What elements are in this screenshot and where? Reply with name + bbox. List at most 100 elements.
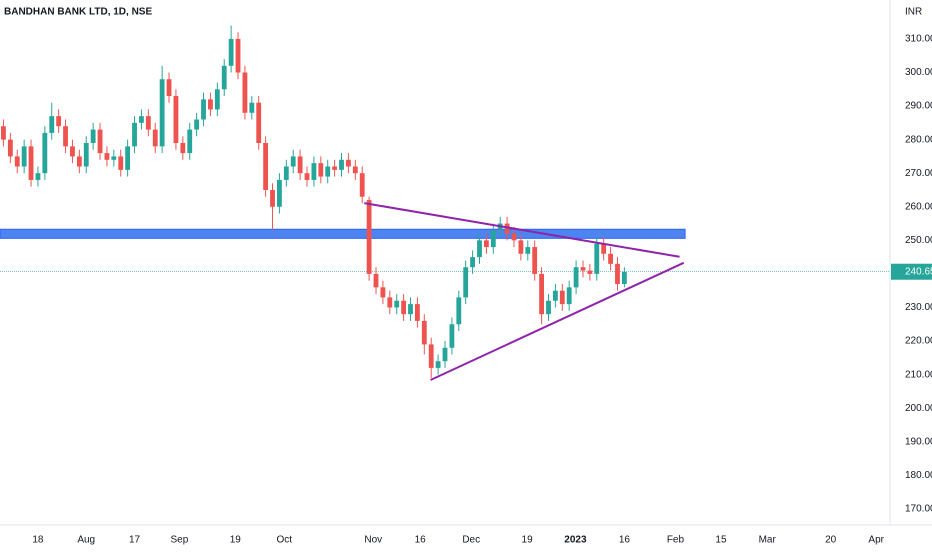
candle-body bbox=[297, 156, 303, 174]
candle-body bbox=[111, 156, 117, 160]
candle-body bbox=[490, 230, 496, 248]
candle-body bbox=[504, 223, 510, 234]
candle-body bbox=[463, 267, 469, 298]
candle-body bbox=[208, 99, 213, 110]
candle-body bbox=[70, 146, 75, 157]
candle-body bbox=[518, 240, 524, 254]
y-tick-label: 200.00 bbox=[905, 403, 932, 414]
candle-body bbox=[132, 122, 137, 147]
candle-body bbox=[414, 304, 420, 321]
x-tick-label: Feb bbox=[667, 535, 685, 546]
y-tick-label: 230.00 bbox=[905, 302, 932, 313]
candle-body bbox=[139, 116, 144, 123]
candle-body bbox=[573, 267, 579, 288]
candle-body bbox=[345, 159, 351, 167]
candle-body bbox=[601, 243, 607, 254]
x-tick-label: Apr bbox=[868, 535, 884, 546]
candle-body bbox=[83, 142, 89, 167]
currency-label: INR bbox=[905, 7, 922, 18]
y-tick-label: 210.00 bbox=[905, 369, 932, 380]
candle-body bbox=[42, 132, 48, 174]
candle-body bbox=[566, 287, 572, 305]
y-tick-label: 310.00 bbox=[905, 34, 932, 45]
candle-body bbox=[201, 99, 206, 120]
candle-body bbox=[118, 156, 124, 170]
candle-body bbox=[304, 173, 310, 180]
candle-body bbox=[145, 116, 151, 130]
y-tick-label: 250.00 bbox=[905, 235, 932, 246]
candle-body bbox=[166, 79, 172, 97]
candle-body bbox=[435, 361, 441, 368]
candle-body bbox=[235, 38, 241, 73]
candle-body bbox=[532, 247, 538, 274]
x-tick-label: Mar bbox=[759, 535, 777, 546]
candle-body bbox=[483, 240, 489, 248]
candle-body bbox=[249, 102, 255, 113]
candle-body bbox=[332, 166, 338, 170]
candle-body bbox=[387, 297, 393, 308]
candle-body bbox=[90, 129, 96, 143]
candle-body bbox=[552, 290, 558, 301]
candle-body bbox=[214, 89, 220, 110]
candle-body bbox=[242, 72, 248, 113]
y-tick-label: 220.00 bbox=[905, 336, 932, 347]
x-tick-label: 18 bbox=[32, 535, 44, 546]
candle-body bbox=[277, 179, 282, 207]
candle-body bbox=[263, 142, 269, 190]
x-tick-label: 19 bbox=[230, 535, 242, 546]
candle-body bbox=[456, 297, 462, 325]
candle-body bbox=[594, 243, 600, 274]
x-tick-label: 16 bbox=[415, 535, 427, 546]
candle-body bbox=[290, 156, 296, 167]
y-tick-label: 180.00 bbox=[905, 470, 932, 481]
candle-body bbox=[366, 200, 372, 274]
candle-body bbox=[408, 304, 413, 315]
candle-body bbox=[359, 173, 365, 197]
candle-body bbox=[442, 347, 448, 362]
candle-body bbox=[194, 119, 200, 130]
candle-body bbox=[621, 271, 627, 284]
candle-body bbox=[428, 344, 434, 368]
candle-body bbox=[221, 65, 227, 90]
candle-body bbox=[28, 146, 34, 180]
candle-body bbox=[35, 173, 41, 180]
y-tick-label: 170.00 bbox=[905, 504, 932, 515]
candle-body bbox=[283, 166, 289, 180]
y-tick-label: 260.00 bbox=[905, 201, 932, 212]
candle-body bbox=[608, 253, 613, 264]
y-tick-label: 280.00 bbox=[905, 134, 932, 145]
x-tick-label: 16 bbox=[619, 535, 631, 546]
candle-body bbox=[352, 166, 358, 174]
y-tick-label: 270.00 bbox=[905, 168, 932, 179]
x-tick-label: 2023 bbox=[564, 535, 587, 546]
x-tick-label: 17 bbox=[129, 535, 141, 546]
candle-body bbox=[318, 163, 324, 177]
candle-body bbox=[525, 247, 531, 254]
candle-body bbox=[546, 300, 551, 315]
x-tick-label: Dec bbox=[462, 535, 480, 546]
candle-body bbox=[325, 166, 331, 177]
candle-body bbox=[104, 153, 110, 160]
candle-body bbox=[559, 290, 565, 305]
y-tick-label: 190.00 bbox=[905, 436, 932, 447]
trendline bbox=[364, 202, 680, 258]
candle-body bbox=[421, 320, 427, 345]
last-price-label: 240.65 bbox=[905, 266, 932, 277]
candle-body bbox=[511, 233, 517, 241]
candle-body bbox=[380, 287, 386, 298]
candle-body bbox=[187, 129, 193, 154]
candle-body bbox=[49, 116, 55, 133]
y-tick-label: 300.00 bbox=[905, 67, 932, 78]
x-tick-label: Sep bbox=[170, 535, 188, 546]
last-price-box bbox=[891, 263, 932, 280]
candle-body bbox=[539, 273, 545, 315]
x-tick-label: 20 bbox=[825, 535, 837, 546]
candle-body bbox=[477, 240, 482, 258]
candle-body bbox=[228, 38, 234, 66]
candle-body bbox=[21, 146, 27, 167]
candle-body bbox=[615, 263, 620, 284]
candle-body bbox=[56, 116, 62, 127]
candle-body bbox=[449, 324, 455, 348]
candle-body bbox=[63, 126, 68, 147]
